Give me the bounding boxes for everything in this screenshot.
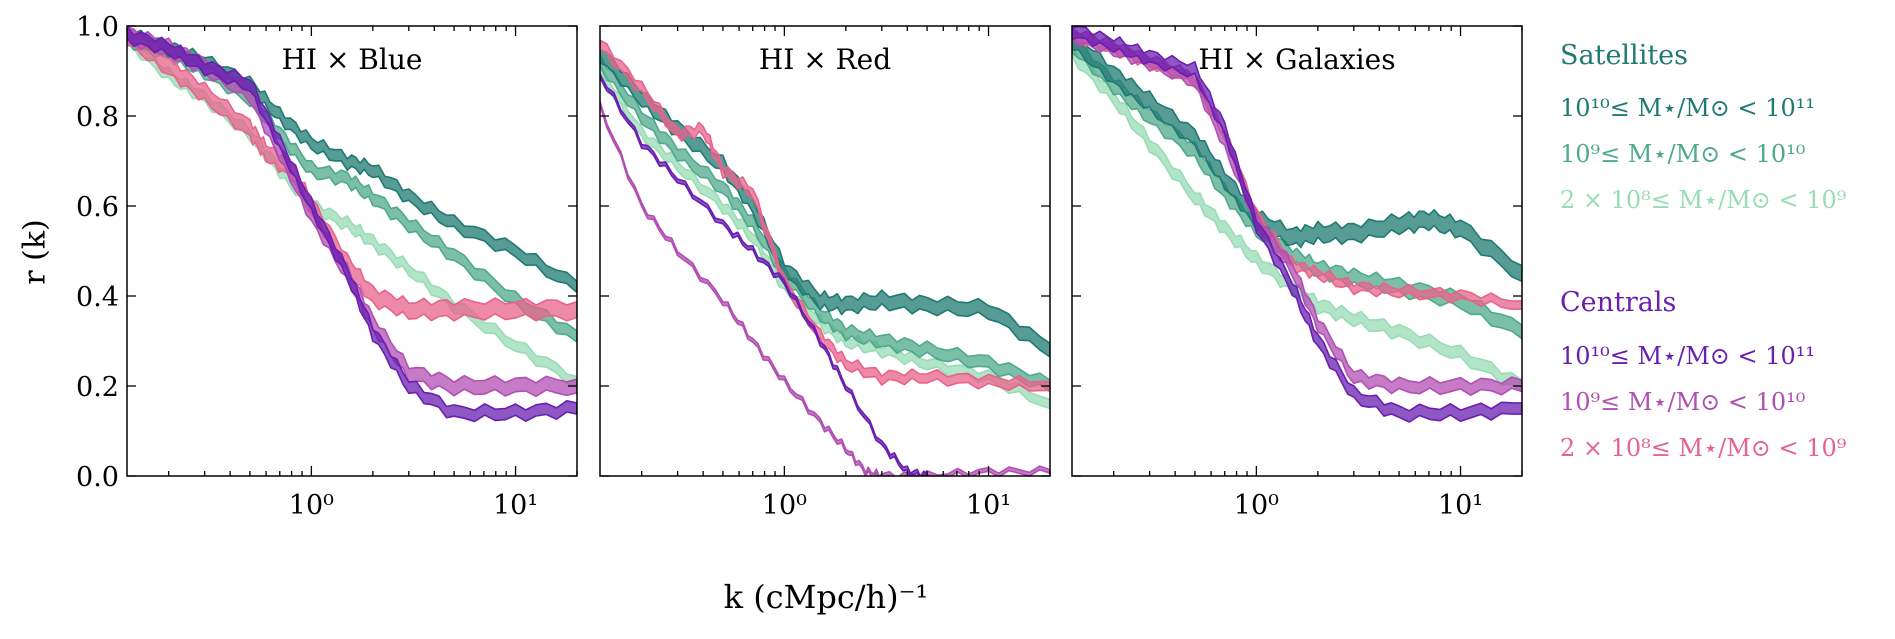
legend-entry-centrals-low-mass: 2 × 10⁸≤ M⋆/M⊙ < 10⁹ bbox=[1560, 434, 1847, 462]
series-band-4 bbox=[600, 39, 1050, 392]
legend-entry-centrals-high-mass: 10¹⁰≤ M⋆/M⊙ < 10¹¹ bbox=[1560, 342, 1816, 370]
panel-frame bbox=[599, 25, 1051, 477]
chart-panels: 0.0 0.2 0.4 0.6 0.8 1.0 10⁰ 10¹ HI × Blue 10⁰ 10¹ H… bbox=[76, 12, 1523, 521]
series-band-3 bbox=[600, 48, 1050, 358]
panel-2: 10⁰ 10¹ HI × Red bbox=[599, 25, 1051, 521]
legend-entry-satellites-mid-mass: 10⁹≤ M⋆/M⊙ < 10¹⁰ bbox=[1560, 140, 1806, 168]
series-band-4 bbox=[127, 28, 577, 322]
y-tick-label: 0.6 bbox=[76, 192, 119, 223]
panel-title: HI × Galaxies bbox=[1198, 43, 1395, 76]
legend-entry-satellites-high-mass: 10¹⁰≤ M⋆/M⊙ < 10¹¹ bbox=[1560, 94, 1816, 122]
series-band-1 bbox=[600, 62, 1050, 410]
x-tick-label: 10⁰ bbox=[762, 490, 807, 521]
x-tick-label: 10⁰ bbox=[289, 490, 334, 521]
panel-series bbox=[600, 39, 1050, 476]
series-band-6 bbox=[1072, 26, 1522, 423]
legend-entry-satellites-low-mass: 2 × 10⁸≤ M⋆/M⊙ < 10⁹ bbox=[1560, 186, 1847, 214]
legend-entry-centrals-mid-mass: 10⁹≤ M⋆/M⊙ < 10¹⁰ bbox=[1560, 388, 1806, 416]
x-tick-label: 10¹ bbox=[966, 490, 1011, 521]
y-tick-label: 0.8 bbox=[76, 102, 119, 133]
y-tick-label: 0.0 bbox=[76, 462, 119, 493]
y-tick-label: 0.2 bbox=[76, 372, 119, 403]
panel-3: 10⁰ 10¹ HI × Galaxies bbox=[1071, 25, 1523, 521]
series-band-5 bbox=[1072, 26, 1522, 396]
panel-series bbox=[1072, 26, 1522, 423]
x-tick-label: 10⁰ bbox=[1234, 490, 1279, 521]
panel-1: 0.0 0.2 0.4 0.6 0.8 1.0 10⁰ 10¹ HI × Blue bbox=[76, 12, 578, 521]
x-tick-label: 10¹ bbox=[1438, 490, 1483, 521]
panel-title: HI × Red bbox=[759, 43, 891, 76]
x-axis-label: k (cMpc/h)⁻¹ bbox=[723, 578, 929, 616]
panel-frame bbox=[126, 25, 578, 477]
y-axis-label: r (k) bbox=[17, 219, 53, 285]
y-tick-label: 1.0 bbox=[76, 12, 119, 43]
series-band-2 bbox=[127, 29, 577, 343]
x-tick-label: 10¹ bbox=[493, 490, 538, 521]
legend-title-satellites: Satellites bbox=[1560, 40, 1689, 71]
series-band-3 bbox=[127, 29, 577, 294]
series-band-3 bbox=[1072, 33, 1522, 283]
series-band-2 bbox=[600, 54, 1050, 393]
panel-title: HI × Blue bbox=[282, 43, 423, 76]
legend-title-centrals: Centrals bbox=[1560, 287, 1677, 318]
series-band-1 bbox=[1072, 43, 1522, 393]
panel-frame bbox=[1071, 25, 1523, 477]
panel-series bbox=[127, 26, 577, 423]
series-band-5 bbox=[600, 100, 1050, 476]
series-band-6 bbox=[127, 26, 577, 423]
series-band-6 bbox=[600, 73, 928, 476]
y-tick-label: 0.4 bbox=[76, 282, 119, 313]
